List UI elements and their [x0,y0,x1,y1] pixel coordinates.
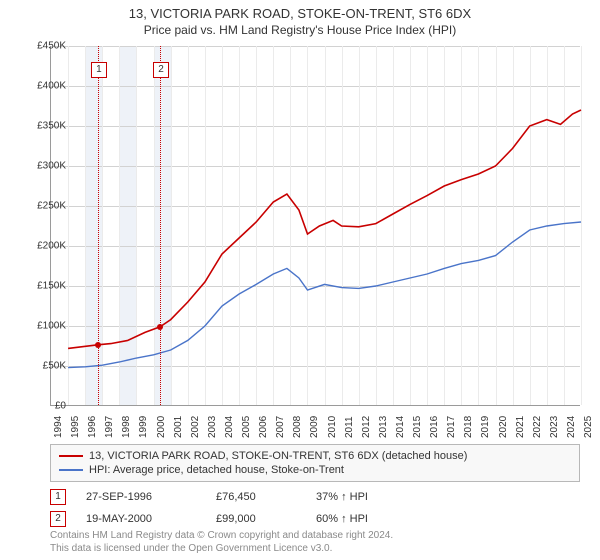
legend-item: HPI: Average price, detached house, Stok… [59,463,571,477]
title-block: 13, VICTORIA PARK ROAD, STOKE-ON-TRENT, … [0,0,600,37]
x-axis-label: 2009 [309,416,320,438]
event-date: 27-SEP-1996 [86,491,196,503]
event-badge: 1 [50,489,66,505]
sale-marker-label: 1 [91,62,107,78]
x-axis-label: 1995 [70,416,81,438]
x-axis-label: 2022 [532,416,543,438]
series-line [68,222,581,368]
series-line [68,110,581,348]
x-axis-label: 2021 [515,416,526,438]
x-axis-label: 2020 [498,416,509,438]
x-axis-label: 2003 [207,416,218,438]
x-axis-label: 2010 [327,416,338,438]
event-row: 1 27-SEP-1996 £76,450 37% ↑ HPI [50,486,580,508]
y-axis-label: £450K [22,41,66,52]
y-axis-label: £400K [22,81,66,92]
x-axis-label: 2016 [429,416,440,438]
x-axis-label: 2012 [361,416,372,438]
x-axis-label: 2019 [480,416,491,438]
footer-attribution: Contains HM Land Registry data © Crown c… [50,530,580,555]
y-axis-label: £250K [22,201,66,212]
x-axis-label: 2006 [258,416,269,438]
x-axis-label: 2007 [275,416,286,438]
x-axis-label: 2018 [463,416,474,438]
y-axis-label: £200K [22,241,66,252]
legend-label: HPI: Average price, detached house, Stok… [89,464,344,476]
legend-swatch [59,469,83,471]
x-axis-label: 2008 [292,416,303,438]
sale-marker [95,342,101,348]
x-axis-label: 2013 [378,416,389,438]
legend-item: 13, VICTORIA PARK ROAD, STOKE-ON-TRENT, … [59,449,571,463]
chart-container: 13, VICTORIA PARK ROAD, STOKE-ON-TRENT, … [0,0,600,560]
x-axis-label: 1997 [104,416,115,438]
legend-label: 13, VICTORIA PARK ROAD, STOKE-ON-TRENT, … [89,450,467,462]
event-badge: 2 [50,511,66,527]
x-axis-label: 2004 [224,416,235,438]
x-axis-label: 2005 [241,416,252,438]
x-axis-label: 2001 [173,416,184,438]
event-price: £99,000 [216,513,296,525]
x-axis-label: 2023 [549,416,560,438]
sale-marker [157,324,163,330]
y-axis-label: £350K [22,121,66,132]
line-layer [51,46,580,405]
footer-line-2: This data is licensed under the Open Gov… [50,543,580,556]
events-table: 1 27-SEP-1996 £76,450 37% ↑ HPI 2 19-MAY… [50,486,580,530]
x-axis-label: 2015 [412,416,423,438]
x-axis-label: 1996 [87,416,98,438]
event-date: 19-MAY-2000 [86,513,196,525]
plot-area: 12 [50,46,580,406]
y-axis-label: £150K [22,281,66,292]
chart-title-1: 13, VICTORIA PARK ROAD, STOKE-ON-TRENT, … [0,6,600,21]
x-axis-label: 2025 [583,416,594,438]
legend-swatch [59,455,83,457]
x-axis-label: 1994 [53,416,64,438]
event-price: £76,450 [216,491,296,503]
legend: 13, VICTORIA PARK ROAD, STOKE-ON-TRENT, … [50,444,580,482]
x-axis-label: 2011 [344,416,355,438]
x-axis-label: 1999 [138,416,149,438]
x-axis-label: 2014 [395,416,406,438]
x-axis-label: 1998 [121,416,132,438]
y-axis-label: £50K [22,361,66,372]
x-axis-label: 2002 [190,416,201,438]
x-axis-label: 2000 [156,416,167,438]
y-axis-label: £0 [22,401,66,412]
x-axis-label: 2017 [446,416,457,438]
sale-marker-label: 2 [153,62,169,78]
y-axis-label: £100K [22,321,66,332]
y-axis-label: £300K [22,161,66,172]
event-pct: 37% ↑ HPI [316,491,416,503]
x-axis-label: 2024 [566,416,577,438]
event-pct: 60% ↑ HPI [316,513,416,525]
chart-title-2: Price paid vs. HM Land Registry's House … [0,23,600,37]
event-row: 2 19-MAY-2000 £99,000 60% ↑ HPI [50,508,580,530]
footer-line-1: Contains HM Land Registry data © Crown c… [50,530,580,543]
